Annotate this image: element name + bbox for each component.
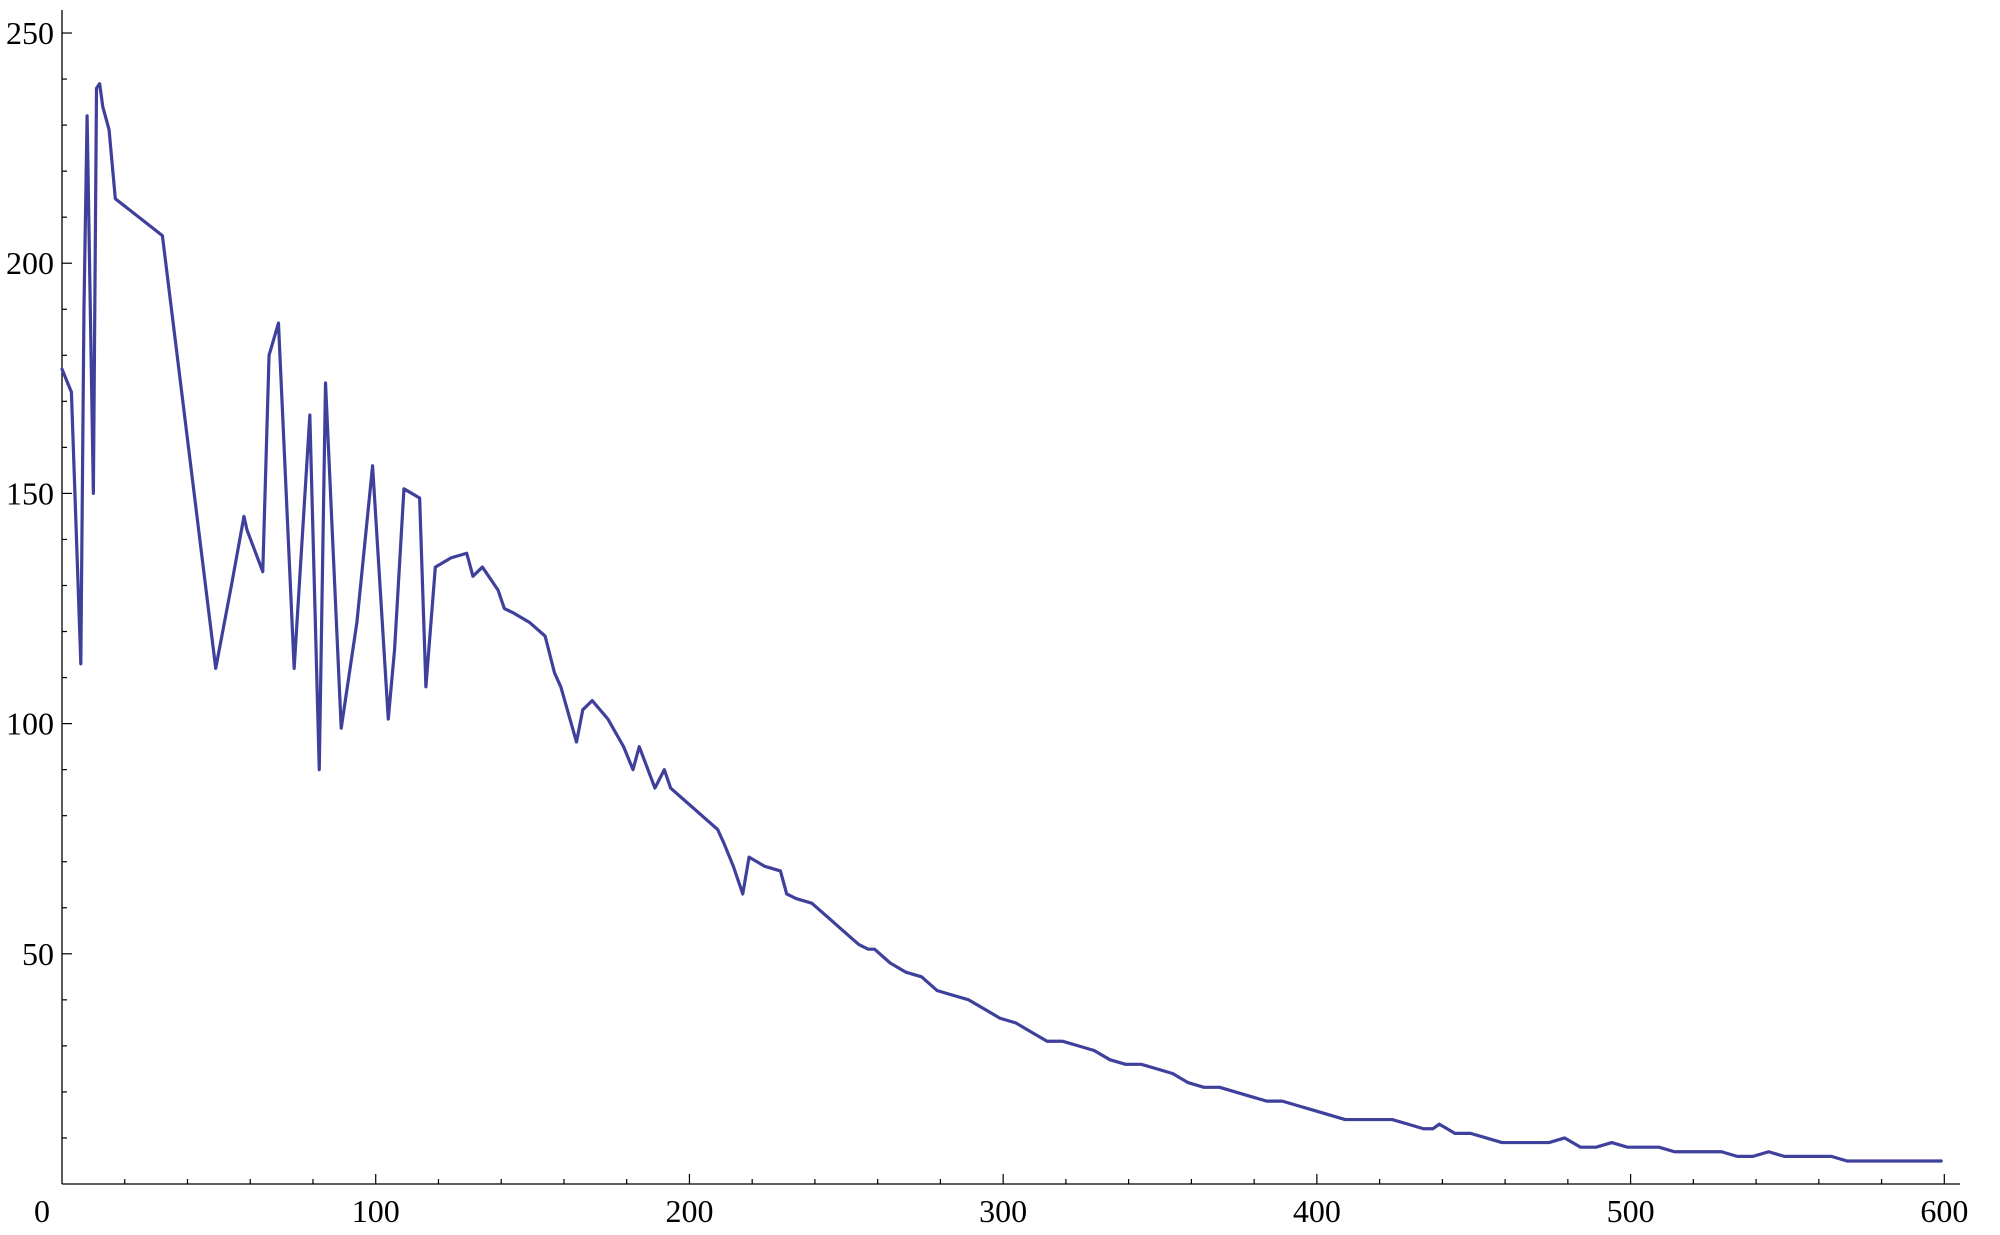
y-tick-label: 150 [6,475,54,511]
y-tick-label: 200 [6,245,54,281]
y-tick-label: 50 [22,936,54,972]
x-tick-label: 200 [665,1193,713,1229]
x-tick-label: 300 [979,1193,1027,1229]
x-tick-label: 600 [1920,1193,1968,1229]
tick-labels: 0 100 200 300 400 500 600 50 100 150 200 250 [6,15,1968,1229]
series-layer [60,82,1943,1163]
y-tick-label: 250 [6,15,54,51]
tick-marks [62,32,1945,1184]
x-tick-label: 400 [1293,1193,1341,1229]
axes [61,10,1960,1185]
series-line [60,82,1943,1163]
x-tick-label: 500 [1607,1193,1655,1229]
x-tick-label: 100 [352,1193,400,1229]
y-tick-label: 100 [6,706,54,742]
origin-tick-label: 0 [34,1193,50,1229]
